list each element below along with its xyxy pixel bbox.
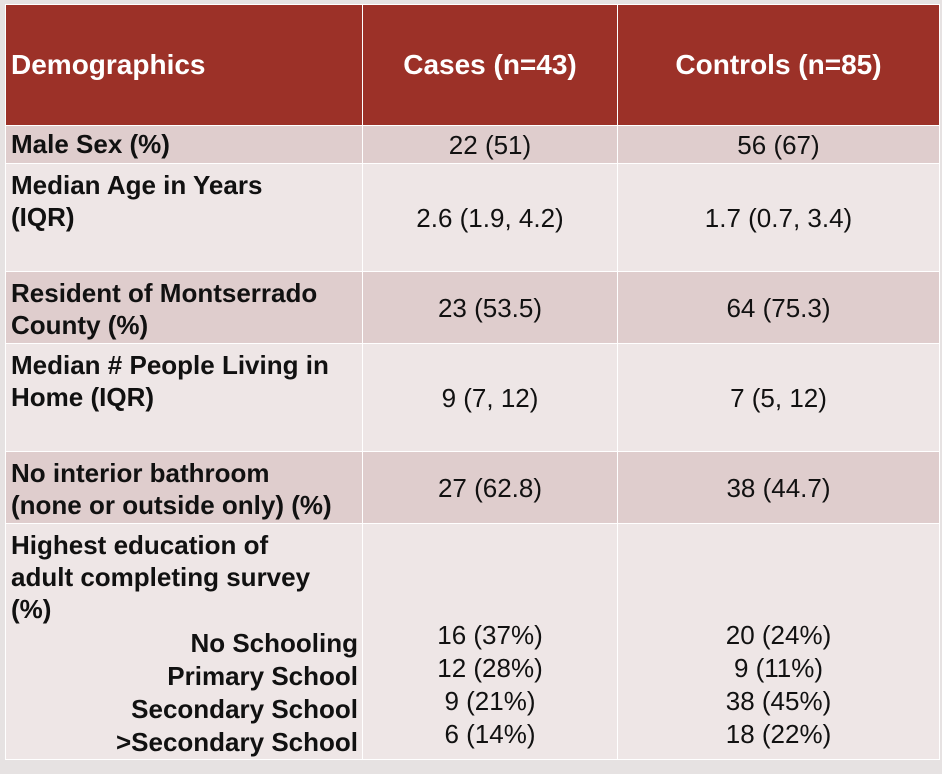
- cases-value: 9 (7, 12): [362, 343, 618, 452]
- table-row: Male Sex (%) 22 (51) 56 (67): [5, 125, 940, 164]
- education-controls: 20 (24%) 9 (11%) 38 (45%) 18 (22%): [617, 523, 940, 760]
- row-label: Male Sex (%): [5, 125, 363, 164]
- cases-value: 6 (14%): [444, 719, 536, 749]
- education-title: Highest education of adult completing su…: [11, 530, 311, 624]
- cases-value: 2.6 (1.9, 4.2): [362, 163, 618, 272]
- cases-value: 12 (28%): [437, 653, 543, 683]
- cases-value: 16 (37%): [437, 620, 543, 650]
- education-cases: 16 (37%) 12 (28%) 9 (21%) 6 (14%): [362, 523, 618, 760]
- controls-value: 64 (75.3): [617, 271, 940, 344]
- cases-value: 27 (62.8): [362, 451, 618, 524]
- header-controls: Controls (n=85): [617, 4, 940, 126]
- education-level-label: No Schooling: [190, 628, 358, 658]
- header-cases: Cases (n=43): [362, 4, 618, 126]
- cases-value: 22 (51): [362, 125, 618, 164]
- cases-value: 9 (21%): [444, 686, 536, 716]
- table-row: No interior bathroom (none or outside onl…: [5, 451, 940, 524]
- row-label: Median # People Living in Home (IQR): [5, 343, 363, 452]
- controls-value: 7 (5, 12): [617, 343, 940, 452]
- controls-value: 38 (44.7): [617, 451, 940, 524]
- education-level-label: Secondary School: [131, 694, 358, 724]
- education-level-label: Primary School: [167, 661, 358, 691]
- controls-value: 20 (24%): [725, 620, 832, 650]
- education-row: Highest education of adult completing su…: [5, 523, 940, 760]
- header-row: Demographics Cases (n=43) Controls (n=85…: [5, 4, 940, 126]
- row-label: Median Age in Years (IQR): [5, 163, 363, 272]
- education-levels: No Schooling Primary School Secondary Sc…: [11, 627, 362, 759]
- demographics-table: Demographics Cases (n=43) Controls (n=85…: [5, 4, 940, 760]
- education-level-label: >Secondary School: [115, 727, 358, 757]
- table-row: Resident of Montserrado County (%) 23 (53…: [5, 271, 940, 344]
- controls-value: 38 (45%): [725, 686, 832, 716]
- controls-value: 1.7 (0.7, 3.4): [617, 163, 940, 272]
- controls-value: 9 (11%): [733, 653, 824, 683]
- table-row: Median # People Living in Home (IQR) 9 (7…: [5, 343, 940, 452]
- row-label: No interior bathroom (none or outside onl…: [5, 451, 363, 524]
- controls-value: 18 (22%): [725, 719, 832, 749]
- table-row: Median Age in Years (IQR) 2.6 (1.9, 4.2) …: [5, 163, 940, 272]
- education-label: Highest education of adult completing su…: [5, 523, 363, 760]
- cases-value: 23 (53.5): [362, 271, 618, 344]
- controls-value: 56 (67): [617, 125, 940, 164]
- header-demographics: Demographics: [5, 4, 363, 126]
- row-label: Resident of Montserrado County (%): [5, 271, 363, 344]
